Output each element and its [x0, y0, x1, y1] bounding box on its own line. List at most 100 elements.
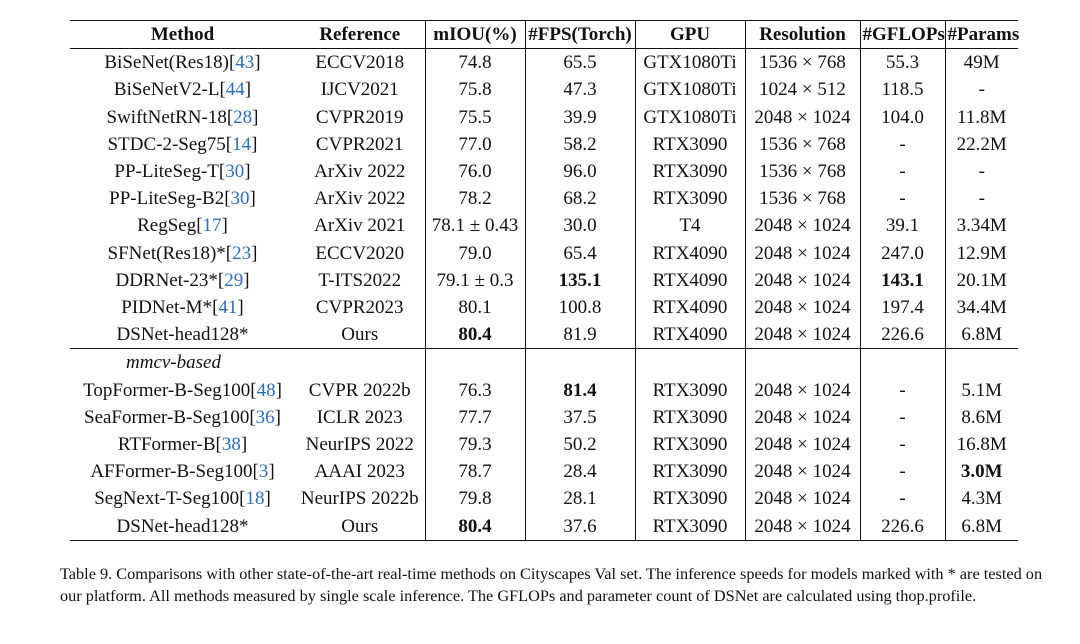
ref-cell: ECCV2020 [315, 242, 405, 264]
citation-link[interactable]: 18 [245, 488, 265, 510]
res-cell: 2048 × 1024 [744, 403, 860, 432]
fps-cell: 65.4 [524, 239, 635, 267]
miou-cell: 80.4 [424, 512, 525, 541]
method-name: RegSeg [137, 215, 197, 237]
table-caption: Table 9. Comparisons with other state-of… [60, 564, 1043, 605]
params-cell: 11.8M [944, 103, 1018, 131]
method-cell: RTFormer-B[38] [117, 434, 248, 456]
res-cell: 2048 × 1024 [744, 431, 860, 459]
gpu-cell: RTX3090 [634, 403, 745, 432]
citation-link[interactable]: 36 [255, 406, 275, 428]
method-name: RTFormer-B [117, 434, 216, 456]
gpu-cell: RTX4090 [634, 321, 745, 349]
gpu-cell: GTX1080Ti [634, 76, 745, 104]
params-cell: 20.1M [944, 266, 1018, 295]
table-row: SFNet(Res18)*[23] ECCV2020 79.0 65.4 RTX4090… [70, 239, 1018, 267]
gpu-cell: T4 [634, 212, 745, 240]
method-name: PIDNet-M* [121, 297, 213, 319]
table-row: DSNet-head128* Ours 80.4 37.6 RTX3090 2048 × … [70, 512, 1018, 541]
gflops-cell: 143.1 [859, 266, 945, 295]
method-name: DDRNet-23* [115, 269, 218, 291]
res-cell: 2048 × 1024 [744, 239, 860, 267]
group-mmcv: mmcv-based TopFormer-B-Seg100[48] CVPR 20… [70, 348, 1018, 541]
ref-cell: ECCV2018 [315, 52, 405, 74]
table-row: SwiftNetRN-18[28] CVPR2019 75.5 39.9 GTX1080… [70, 103, 1018, 131]
gpu-cell: RTX3090 [634, 376, 745, 404]
header-params: #Params [944, 20, 1019, 49]
citation-link[interactable]: 41 [218, 297, 238, 319]
miou-cell: 79.3 [424, 431, 525, 459]
params-cell: 3.0M [944, 458, 1018, 486]
ref-cell: NeurIPS 2022b [300, 488, 419, 510]
citation-link[interactable]: 30 [230, 188, 250, 210]
gpu-cell: RTX3090 [634, 185, 745, 213]
fps-cell: 37.5 [524, 403, 635, 432]
miou-cell: 78.1 ± 0.43 [424, 212, 525, 240]
ref-cell: IJCV2021 [320, 79, 399, 101]
section-label-row: mmcv-based [70, 348, 1018, 377]
header-gflops: #GFLOPs [859, 20, 945, 49]
miou-cell: 80.4 [424, 321, 525, 349]
table-row: RTFormer-B[38] NeurIPS 2022 79.3 50.2 RTX309… [70, 431, 1018, 459]
citation-link[interactable]: 14 [232, 133, 252, 155]
params-cell: 5.1M [944, 376, 1018, 404]
gflops-cell: 197.4 [859, 294, 945, 322]
gflops-cell: - [859, 130, 945, 159]
header-miou: mIOU(%) [424, 20, 525, 49]
miou-cell: 80.1 [424, 294, 525, 322]
res-cell: 2048 × 1024 [744, 103, 860, 131]
gpu-cell: GTX1080Ti [634, 103, 745, 131]
empty-cell [634, 348, 745, 377]
method-name: PP-LiteSeg-B2 [109, 188, 225, 210]
empty-cell [744, 348, 860, 377]
fps-cell: 81.9 [524, 321, 635, 349]
header-reference: Reference [319, 24, 401, 45]
method-cell: SeaFormer-B-Seg100[36] [84, 406, 281, 428]
results-table: Method Reference mIOU(%) #FPS(Torch) GPU… [70, 20, 1019, 541]
gpu-cell: RTX3090 [634, 485, 745, 513]
section-label: mmcv-based [126, 352, 221, 374]
citation-link[interactable]: 17 [202, 215, 222, 237]
gflops-cell: 118.5 [859, 76, 945, 104]
method-cell: PP-LiteSeg-T[30] [114, 161, 251, 183]
method-cell: TopFormer-B-Seg100[48] [83, 379, 282, 401]
method-cell: DSNet-head128* [70, 321, 295, 349]
method-cell: AFFormer-B-Seg100[3] [90, 461, 275, 483]
method-cell: DSNet-head128* [70, 513, 295, 541]
ref-cell: CVPR 2022b [308, 379, 411, 401]
ref-cell: ArXiv 2021 [314, 215, 406, 237]
gflops-cell: - [859, 185, 945, 213]
citation-link[interactable]: 43 [235, 52, 255, 74]
miou-cell: 77.7 [424, 403, 525, 432]
method-name: SFNet(Res18)* [107, 242, 226, 264]
fps-cell: 68.2 [524, 185, 635, 213]
citation-link[interactable]: 38 [221, 434, 241, 456]
res-cell: 2048 × 1024 [744, 512, 860, 541]
params-cell: 22.2M [944, 130, 1018, 159]
miou-cell: 79.1 ± 0.3 [424, 266, 525, 295]
gflops-cell: 104.0 [859, 103, 945, 131]
ref-cell: ArXiv 2022 [314, 188, 406, 210]
table-row: SeaFormer-B-Seg100[36] ICLR 2023 77.7 37.5 R… [70, 403, 1018, 432]
method-cell: RegSeg[17] [137, 215, 228, 237]
table-row: AFFormer-B-Seg100[3] AAAI 2023 78.7 28.4 RTX… [70, 458, 1018, 486]
citation-link[interactable]: 30 [225, 161, 245, 183]
table-row: RegSeg[17] ArXiv 2021 78.1 ± 0.43 30.0 T4 204… [70, 212, 1018, 240]
fps-cell: 47.3 [524, 76, 635, 104]
miou-cell: 78.7 [424, 458, 525, 486]
table-row: PIDNet-M*[41] CVPR2023 80.1 100.8 RTX4090 204… [70, 294, 1018, 322]
method-name: AFFormer-B-Seg100 [90, 461, 253, 483]
fps-cell: 65.5 [524, 48, 635, 77]
miou-cell: 74.8 [424, 48, 525, 77]
citation-link[interactable]: 29 [224, 269, 244, 291]
gflops-cell: 39.1 [859, 212, 945, 240]
params-cell: 34.4M [944, 294, 1018, 322]
empty-cell [944, 348, 1018, 377]
citation-link[interactable]: 28 [233, 106, 253, 128]
method-name: TopFormer-B-Seg100 [83, 379, 251, 401]
citation-link[interactable]: 48 [256, 379, 276, 401]
citation-link[interactable]: 23 [232, 242, 252, 264]
citation-link[interactable]: 3 [258, 461, 269, 483]
gflops-cell: 226.6 [859, 321, 945, 349]
citation-link[interactable]: 44 [225, 79, 245, 101]
